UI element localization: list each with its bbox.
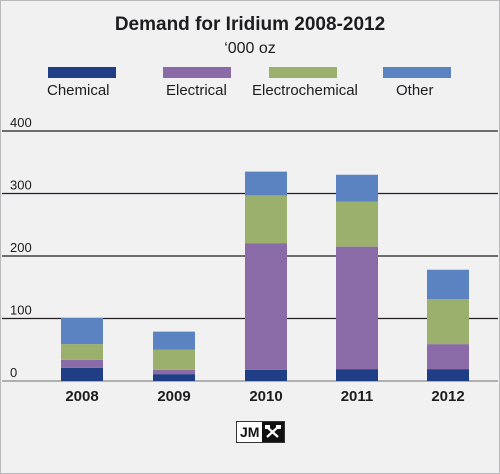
y-tick-label: 300 [10, 178, 32, 193]
logo-text: JM [240, 424, 260, 440]
bar-2008-chemical [61, 367, 103, 381]
bar-2008-electrical [61, 359, 103, 368]
legend-label-electrical: Electrical [166, 82, 227, 99]
x-tick-label: 2008 [65, 388, 98, 405]
bar-2011-electrochemical [336, 201, 378, 247]
x-tick-label: 2012 [431, 388, 464, 405]
bar-2009-other [153, 331, 195, 350]
y-tick-label: 0 [10, 365, 17, 380]
y-tick-label: 400 [10, 115, 32, 130]
legend-label-chemical: Chemical [47, 82, 110, 99]
bar-2012-chemical [427, 369, 469, 381]
bar-2008-electrochemical [61, 344, 103, 360]
y-tick-label: 200 [10, 240, 32, 255]
chart-subtitle: ‘000 oz [224, 40, 276, 57]
bar-2012-electrochemical [427, 299, 469, 345]
bar-2008-other [61, 317, 103, 345]
bar-2010-other [245, 171, 287, 196]
crossed-hammers-icon [262, 422, 285, 442]
chart-title: Demand for Iridium 2008-2012 [114, 14, 386, 35]
bar-2009-electrical [153, 369, 195, 375]
x-tick-label: 2009 [157, 388, 190, 405]
legend-swatch-chemical [48, 67, 116, 78]
bar-2009-electrochemical [153, 349, 195, 370]
legend-swatch-electrical [163, 67, 231, 78]
legend-swatch-other [383, 67, 451, 78]
y-tick-label: 100 [10, 303, 32, 318]
bar-2011-electrical [336, 246, 378, 370]
legend-swatch-electrochemical [269, 67, 337, 78]
bar-2012-electrical [427, 344, 469, 370]
bar-2010-electrical [245, 243, 287, 370]
legend-label-other: Other [396, 82, 434, 99]
x-tick-label: 2011 [341, 388, 374, 405]
bar-2010-electrochemical [245, 195, 287, 244]
bar-2010-chemical [245, 369, 287, 381]
jm-logo: JM [236, 421, 286, 443]
x-tick-label: 2010 [249, 388, 282, 405]
legend-label-electrochemical: Electrochemical [252, 82, 358, 99]
bar-2011-chemical [336, 369, 378, 381]
bar-2009-chemical [153, 374, 195, 381]
bar-2012-other [427, 269, 469, 300]
bar-2011-other [336, 174, 378, 202]
